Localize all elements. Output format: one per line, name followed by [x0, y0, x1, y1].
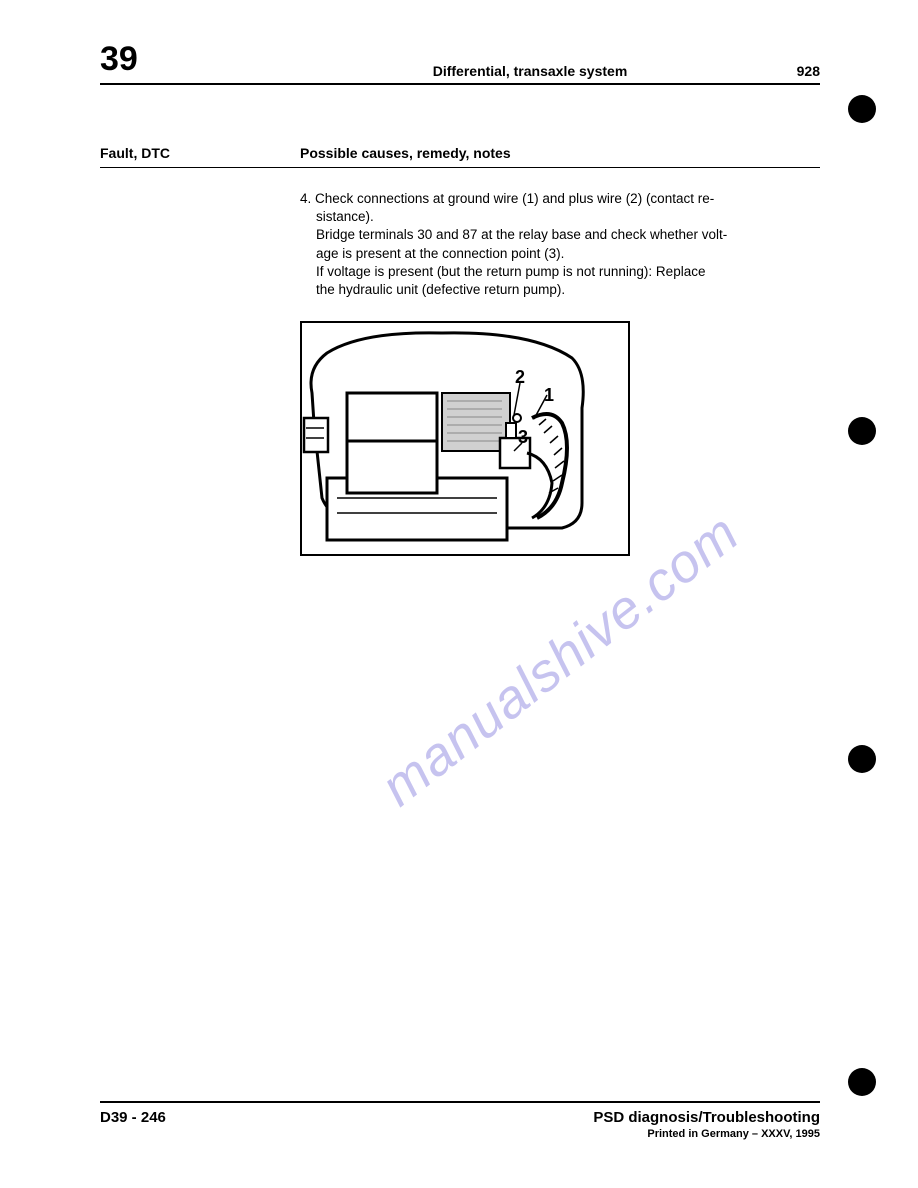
technical-diagram: 1 2 3 — [300, 321, 630, 556]
header-right-number: 928 — [760, 63, 820, 79]
footer-right: PSD diagnosis/Troubleshooting Printed in… — [593, 1109, 820, 1140]
step-line: sistance). — [316, 209, 374, 224]
diagram-label-1: 1 — [544, 383, 554, 407]
step-line: Bridge terminals 30 and 87 at the relay … — [316, 227, 727, 242]
content-right-column: 4. Check connections at ground wire (1) … — [300, 190, 800, 556]
punch-hole — [848, 1068, 876, 1096]
punch-hole — [848, 745, 876, 773]
footer-page-ref: D39 - 246 — [100, 1109, 166, 1126]
column-header-left: Fault, DTC — [100, 145, 300, 161]
punch-hole — [848, 417, 876, 445]
footer-print-info: Printed in Germany – XXXV, 1995 — [593, 1128, 820, 1140]
diagram-label-2: 2 — [515, 365, 525, 389]
section-number: 39 — [100, 40, 300, 79]
page-footer: D39 - 246 PSD diagnosis/Troubleshooting … — [100, 1101, 820, 1140]
page-container: 39 Differential, transaxle system 928 Fa… — [100, 40, 820, 1140]
step-line: Check connections at ground wire (1) and… — [315, 191, 714, 206]
column-headers: Fault, DTC Possible causes, remedy, note… — [100, 145, 820, 168]
diagram-svg — [302, 323, 630, 556]
footer-doc-title: PSD diagnosis/Troubleshooting — [593, 1109, 820, 1126]
content-left-column — [100, 190, 300, 556]
column-header-right: Possible causes, remedy, notes — [300, 145, 511, 161]
header-title: Differential, transaxle system — [300, 63, 760, 79]
diagram-label-3: 3 — [518, 425, 528, 449]
page-header: 39 Differential, transaxle system 928 — [100, 40, 820, 85]
punch-hole — [848, 95, 876, 123]
step-line: If voltage is present (but the return pu… — [316, 264, 705, 279]
step-line: age is present at the connection point (… — [316, 246, 564, 261]
step-text: 4. Check connections at ground wire (1) … — [300, 190, 800, 299]
step-number: 4. — [300, 191, 311, 206]
step-line: the hydraulic unit (defective return pum… — [316, 282, 565, 297]
content-row: 4. Check connections at ground wire (1) … — [100, 190, 820, 556]
